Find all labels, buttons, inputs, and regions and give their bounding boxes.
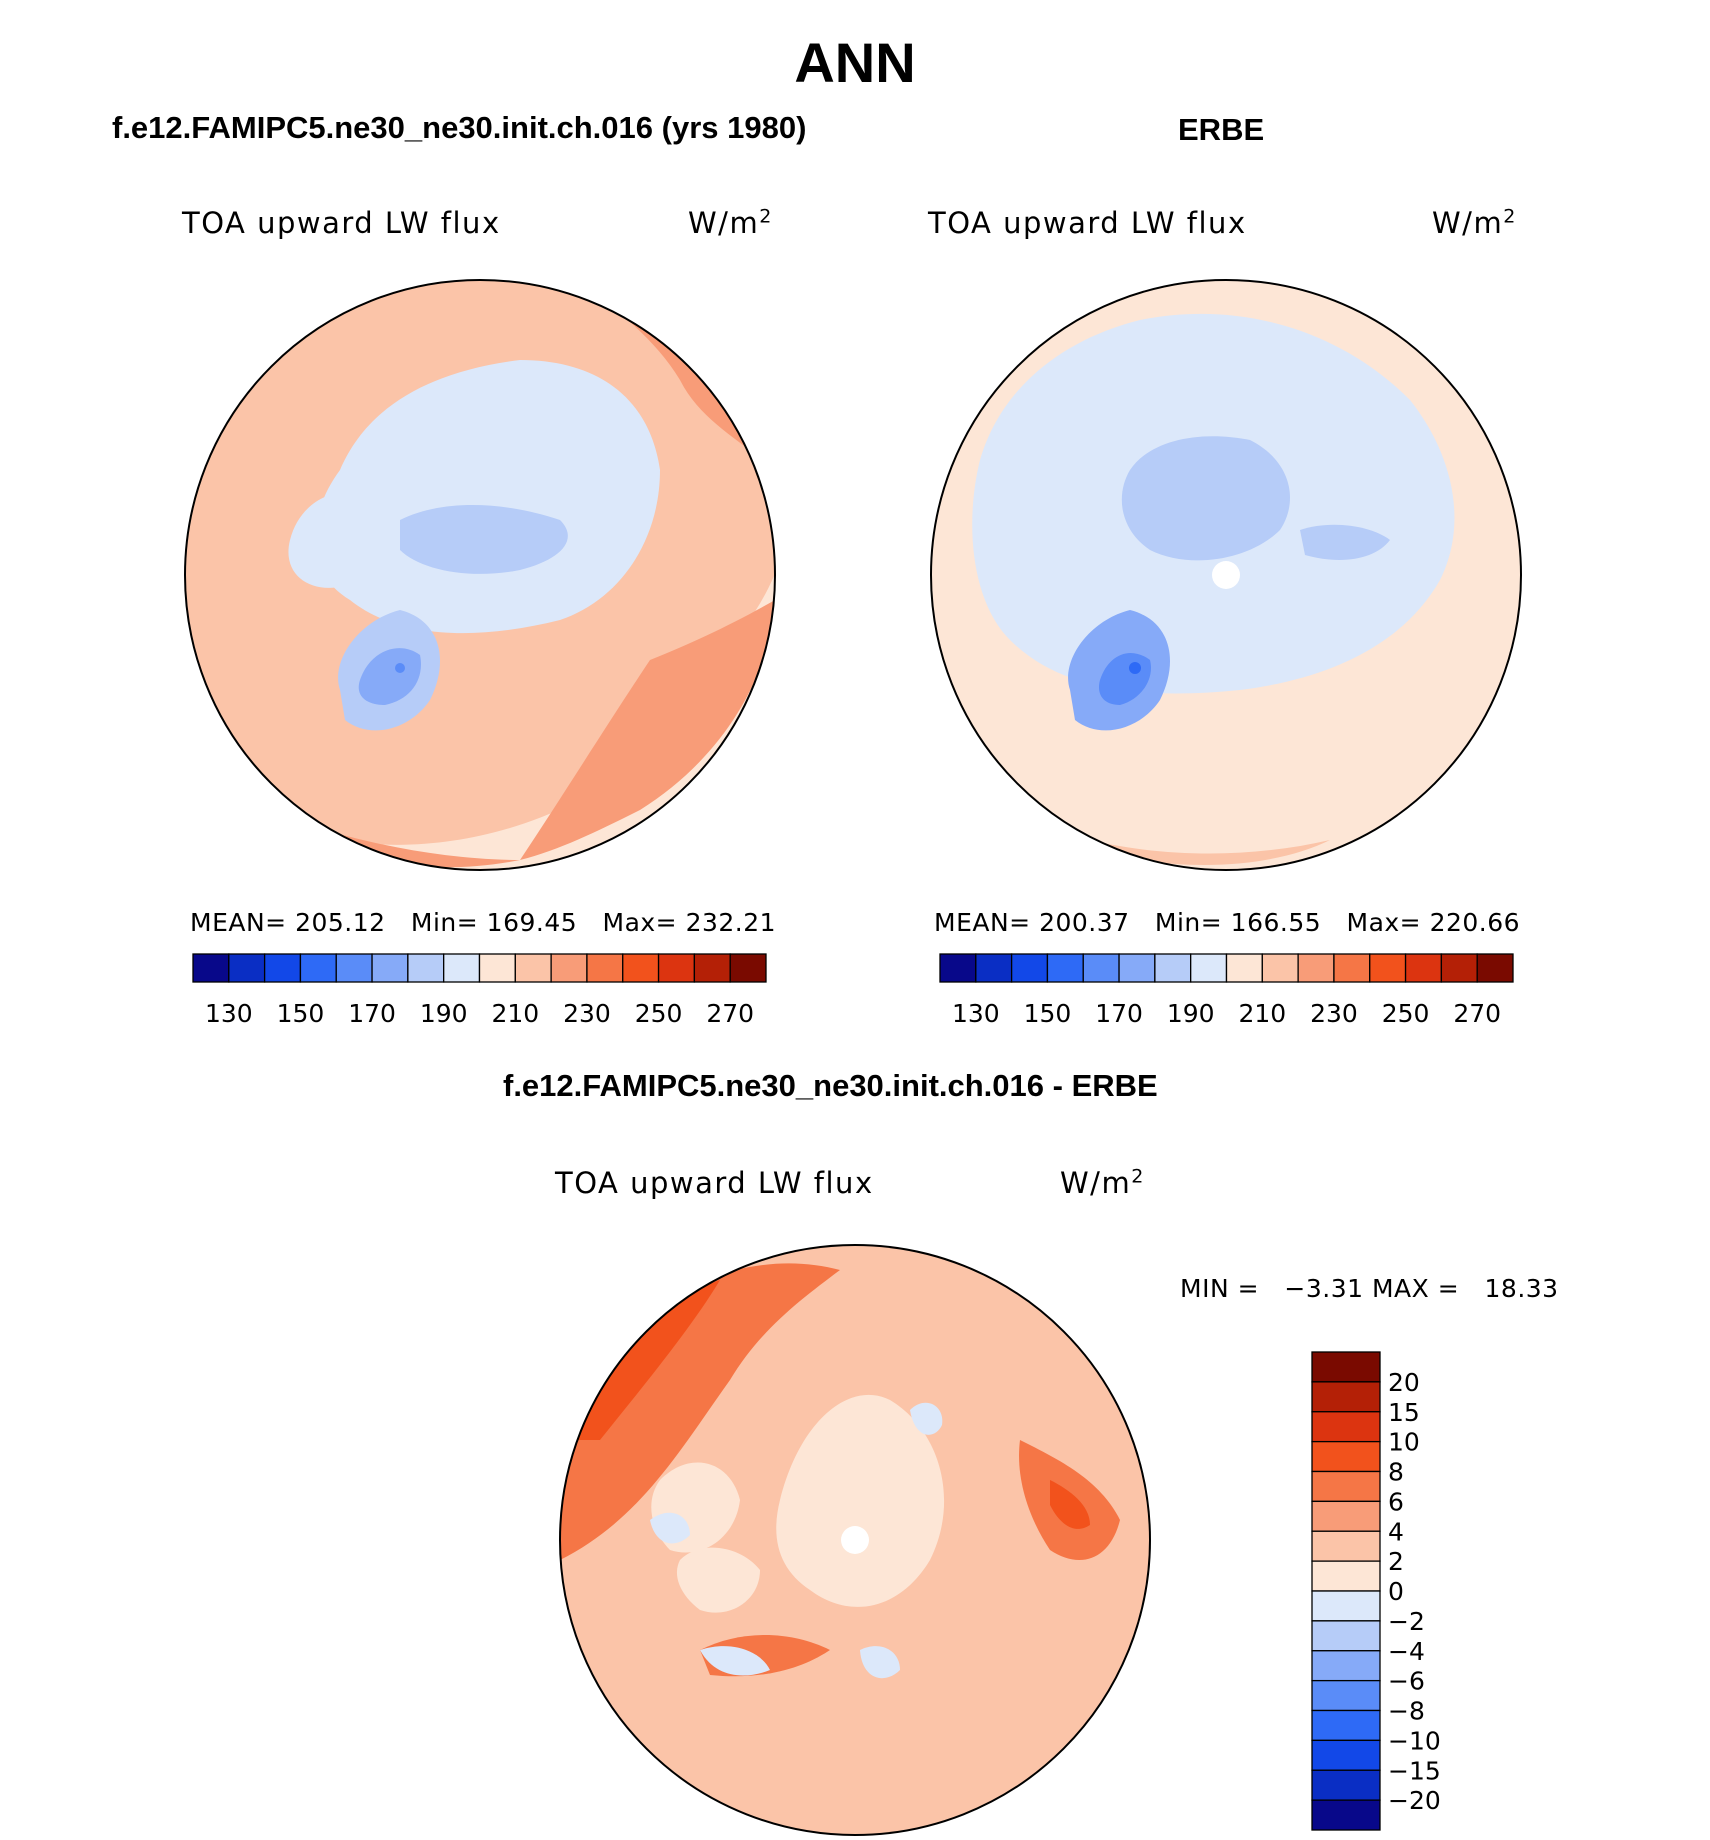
- colorbar-obs: 130 150 170 190 210 230 250 270: [939, 953, 1514, 1028]
- colorbar-model-swatch: [550, 953, 588, 983]
- colorbar-diff-swatch: [1311, 1530, 1381, 1562]
- colorbar-model-tick-label: 130: [205, 999, 253, 1028]
- colorbar-diff-tick-label: −6: [1388, 1667, 1425, 1696]
- colorbar-diff-tick-label: −20: [1388, 1786, 1441, 1815]
- colorbar-model-tick-label: 190: [420, 999, 468, 1028]
- colorbar-model-tick-label: 170: [348, 999, 396, 1028]
- colorbar-obs-swatch: [1190, 953, 1228, 983]
- colorbar-model-swatch: [693, 953, 731, 983]
- colorbar-diff-tick-label: −4: [1388, 1637, 1425, 1666]
- colorbar-diff-swatch: [1311, 1679, 1381, 1712]
- colorbar-model-tick-label: 150: [277, 999, 325, 1028]
- colorbar-diff-swatch: [1311, 1351, 1381, 1383]
- map-model: [184, 279, 776, 871]
- colorbar-obs-swatch: [1297, 953, 1335, 983]
- colorbar-diff-tick-label: −2: [1388, 1607, 1425, 1636]
- colorbar-diff-tick-label: −8: [1388, 1697, 1425, 1726]
- colorbar-obs-swatch: [1404, 953, 1443, 983]
- colorbar-diff-tick-label: 8: [1388, 1458, 1404, 1487]
- colorbar-diff-tick-label: 15: [1388, 1398, 1420, 1427]
- colorbar-model-tick-label: 250: [635, 999, 683, 1028]
- colorbar-diff-swatch: [1311, 1709, 1381, 1742]
- colorbar-diff-tick-label: −15: [1388, 1756, 1441, 1785]
- colorbar-diff-swatch: [1311, 1650, 1381, 1682]
- case-title-diff: f.e12.FAMIPC5.ne30_ne30.init.ch.016 - ER…: [503, 1068, 1158, 1103]
- units-label-model: W/m2: [688, 205, 773, 240]
- colorbar-diff-tick-label: 2: [1388, 1547, 1404, 1576]
- colorbar-obs-swatch: [1261, 953, 1299, 983]
- colorbar-model-swatch: [729, 953, 767, 983]
- colorbar-obs-tick-label: 150: [1024, 999, 1072, 1028]
- colorbar-diff-swatch: [1311, 1590, 1381, 1622]
- colorbar-obs-swatch: [1082, 953, 1120, 983]
- colorbar-model: 130 150 170 190 210 230 250 270: [192, 953, 767, 1028]
- stats-model: MEAN= 205.12 Min= 169.45 Max= 232.21: [190, 908, 777, 937]
- colorbar-model-swatch: [228, 953, 266, 983]
- variable-label-diff: TOA upward LW flux: [555, 1166, 874, 1200]
- colorbar-model-tick-label: 210: [491, 999, 539, 1028]
- colorbar-diff-tick-label: −10: [1388, 1726, 1441, 1755]
- colorbar-diff-swatch: [1311, 1769, 1381, 1801]
- colorbar-obs-swatch: [1369, 953, 1407, 983]
- colorbar-diff-tick-label: 10: [1388, 1428, 1420, 1457]
- colorbar-model-swatch: [443, 953, 481, 983]
- colorbar-model-swatch: [371, 953, 409, 983]
- variable-label-obs: TOA upward LW flux: [928, 206, 1247, 240]
- colorbar-model-swatch: [478, 953, 516, 983]
- colorbar-diff-tick-label: 0: [1388, 1577, 1404, 1606]
- colorbar-diff-swatch: [1311, 1411, 1381, 1443]
- colorbar-obs-tick-label: 190: [1167, 999, 1215, 1028]
- colorbar-diff-swatch: [1311, 1500, 1381, 1532]
- colorbar-obs-swatch: [1154, 953, 1192, 983]
- colorbar-obs-swatch: [1440, 953, 1478, 983]
- colorbar-model-swatch: [407, 953, 445, 983]
- stats-diff: MIN = −3.31 MAX = 18.33: [1180, 1274, 1559, 1303]
- colorbar-diff-tick-label: 6: [1388, 1487, 1404, 1516]
- colorbar-model-swatch: [299, 953, 337, 983]
- colorbar-diff-tick-label: 20: [1388, 1368, 1420, 1397]
- colorbar-model-swatch: [586, 953, 624, 983]
- colorbar-diff-swatch: [1311, 1381, 1381, 1413]
- map-obs: [930, 279, 1522, 871]
- colorbar-obs-tick-label: 130: [952, 999, 1000, 1028]
- colorbar-obs-swatch: [975, 953, 1013, 983]
- colorbar-obs-swatch: [1476, 953, 1514, 983]
- colorbar-obs-swatch: [1010, 953, 1049, 983]
- main-title: ANN: [794, 31, 916, 94]
- stats-obs: MEAN= 200.37 Min= 166.55 Max= 220.66: [934, 908, 1521, 937]
- colorbar-model-swatch: [514, 953, 552, 983]
- colorbar-diff-swatch: [1311, 1799, 1381, 1831]
- colorbar-obs-swatch: [1118, 953, 1156, 983]
- colorbar-obs-swatch: [1046, 953, 1084, 983]
- units-label-obs: W/m2: [1432, 205, 1517, 240]
- variable-label-model: TOA upward LW flux: [182, 206, 501, 240]
- colorbar-model-swatch: [192, 953, 230, 983]
- colorbar-obs-tick-label: 270: [1453, 999, 1501, 1028]
- colorbar-model-tick-label: 230: [563, 999, 611, 1028]
- colorbar-obs-swatch: [1225, 953, 1263, 983]
- colorbar-model-swatch: [263, 953, 302, 983]
- colorbar-diff-tick-label: 4: [1388, 1517, 1404, 1546]
- colorbar-model-tick-label: 270: [706, 999, 754, 1028]
- colorbar-model-swatch: [335, 953, 373, 983]
- colorbar-diff-swatch: [1311, 1440, 1381, 1473]
- colorbar-obs-tick-label: 210: [1238, 999, 1286, 1028]
- colorbar-obs-tick-label: 250: [1382, 999, 1430, 1028]
- colorbar-obs-tick-label: 230: [1310, 999, 1358, 1028]
- colorbar-diff-swatch: [1311, 1739, 1381, 1771]
- colorbar-model-swatch: [657, 953, 696, 983]
- colorbar-obs-tick-label: 170: [1095, 999, 1143, 1028]
- colorbar-obs-swatch: [1333, 953, 1371, 983]
- units-label-diff: W/m2: [1060, 1165, 1145, 1200]
- map-diff: [559, 1244, 1151, 1836]
- colorbar-diff-swatch: [1311, 1560, 1381, 1592]
- colorbar-diff-swatch: [1311, 1620, 1381, 1652]
- colorbar-model-swatch: [622, 953, 660, 983]
- case-title-obs: ERBE: [1178, 112, 1265, 147]
- colorbar-obs-swatch: [939, 953, 977, 983]
- colorbar-diff-swatch: [1311, 1470, 1381, 1503]
- case-title-model: f.e12.FAMIPC5.ne30_ne30.init.ch.016 (yrs…: [112, 110, 807, 145]
